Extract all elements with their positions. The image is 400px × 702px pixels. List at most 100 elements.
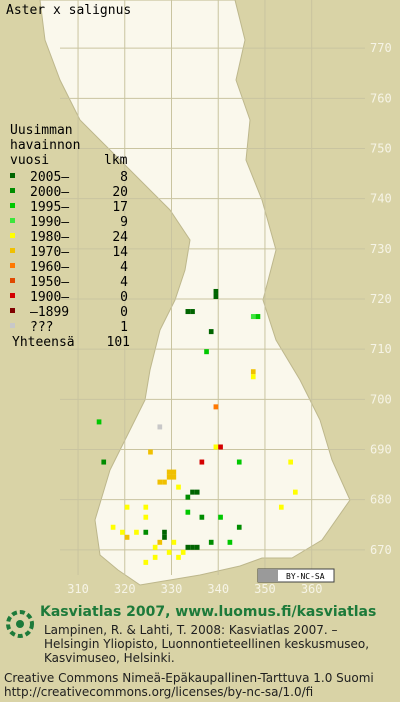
observation-square	[218, 444, 223, 450]
legend-header: vuosi	[10, 153, 49, 168]
x-tick-label: 320	[114, 582, 136, 596]
y-tick-label: 740	[370, 192, 392, 206]
legend-count: 8	[120, 170, 128, 185]
y-tick-label: 760	[370, 91, 392, 105]
observation-square	[157, 424, 163, 430]
logo	[6, 610, 34, 638]
observation-square	[292, 489, 298, 495]
legend-count: 4	[120, 275, 128, 290]
legend-label: 2000–	[30, 185, 69, 200]
observation-square	[185, 544, 191, 550]
observation-square	[157, 479, 163, 485]
observation-square	[171, 469, 177, 475]
observation-square	[143, 514, 149, 520]
x-tick-label: 330	[161, 582, 183, 596]
legend-label: 1980–	[30, 230, 69, 245]
y-tick-label: 680	[370, 493, 392, 507]
footer-heading: Kasviatlas 2007, www.luomus.fi/kasviatla…	[40, 604, 376, 620]
observation-square	[134, 529, 139, 535]
y-tick-label: 720	[370, 292, 392, 306]
legend-label: ???	[30, 320, 53, 335]
legend-count: 14	[112, 245, 128, 260]
legend-count: 0	[120, 290, 128, 305]
observation-square	[213, 444, 219, 450]
legend-label: 1900–	[30, 290, 69, 305]
observation-square	[101, 459, 107, 465]
observation-square	[213, 404, 219, 410]
legend-label: 1990–	[30, 215, 69, 230]
title: Aster x salignus	[6, 3, 131, 18]
y-tick-label: 700	[370, 392, 392, 406]
observation-square	[278, 504, 284, 510]
observation-square	[166, 549, 172, 555]
observation-square	[236, 524, 242, 530]
legend-count: 20	[112, 185, 128, 200]
legend-label: –1899	[30, 305, 69, 320]
y-tick-label: 710	[370, 342, 392, 356]
total-label: Yhteensä	[12, 335, 75, 350]
citation: Lampinen, R. & Lahti, T. 2008: Kasviatla…	[44, 623, 338, 637]
observation-square	[213, 293, 219, 299]
logo-ring	[6, 610, 34, 638]
legend-label: 1960–	[30, 260, 69, 275]
legend-header: Uusimman	[10, 123, 73, 138]
observation-square	[194, 544, 200, 550]
y-tick-label: 770	[370, 41, 392, 55]
observation-square	[199, 459, 205, 465]
legend-count: 4	[120, 260, 128, 275]
legend-swatch	[10, 308, 15, 313]
logo-core	[16, 620, 24, 628]
license: http://creativecommons.org/licenses/by-n…	[4, 685, 313, 699]
y-tick-label: 670	[370, 543, 392, 557]
observation-square	[250, 374, 256, 380]
legend-swatch	[10, 248, 15, 253]
license: Creative Commons Nimeä-Epäkaupallinen-Ta…	[4, 671, 374, 685]
legend-swatch	[10, 218, 15, 223]
legend-count: 17	[112, 200, 128, 215]
legend-count: 0	[120, 305, 128, 320]
observation-square	[180, 549, 186, 555]
observation-square	[288, 459, 293, 465]
legend-label: 1995–	[30, 200, 69, 215]
legend-label: 1970–	[30, 245, 69, 260]
x-tick-label: 340	[207, 582, 229, 596]
observation-square	[185, 309, 191, 315]
observation-square	[185, 494, 191, 500]
observation-square	[162, 534, 167, 540]
badge-text: BY-NC-SA	[286, 572, 325, 581]
observation-square	[218, 514, 223, 520]
y-tick-label: 750	[370, 141, 392, 155]
observation-square	[250, 369, 256, 375]
observation-square	[176, 484, 181, 490]
observation-square	[143, 559, 149, 565]
legend-header: havainnon	[10, 138, 80, 153]
observation-square	[166, 474, 172, 480]
land	[39, 0, 351, 586]
observation-square	[199, 514, 205, 520]
observation-square	[166, 469, 172, 475]
legend-swatch	[10, 263, 15, 268]
observation-square	[190, 309, 195, 315]
observation-square	[124, 504, 130, 510]
observation-square	[162, 529, 167, 535]
observation-square	[255, 314, 261, 320]
observation-square	[171, 539, 177, 545]
observation-square	[213, 288, 219, 294]
legend-swatch	[10, 203, 15, 208]
observation-square	[143, 529, 149, 535]
observation-square	[208, 329, 214, 335]
legend-count: 24	[112, 230, 128, 245]
legend-swatch	[10, 293, 15, 298]
x-tick-label: 350	[254, 582, 276, 596]
legend-swatch	[10, 173, 15, 178]
legend-label: 1950–	[30, 275, 69, 290]
observation-square	[152, 544, 158, 550]
observation-square	[143, 504, 149, 510]
observation-square	[190, 489, 195, 495]
citation: Helsingin Yliopisto, Luonnontieteellinen…	[44, 637, 369, 651]
legend-count-header: lkm	[104, 153, 128, 168]
x-tick-label: 310	[67, 582, 89, 596]
cc-badge: BY-NC-SA	[257, 568, 335, 583]
observation-square	[152, 554, 158, 560]
